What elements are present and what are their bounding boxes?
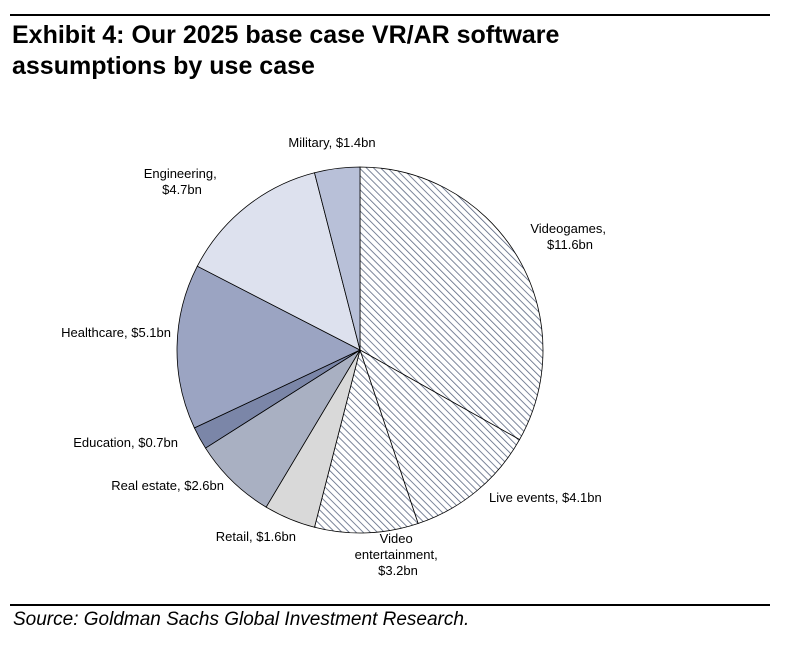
slice-label: Healthcare, $5.1bn xyxy=(61,325,171,340)
slice-label: Real estate, $2.6bn xyxy=(111,478,224,493)
label-line: Engineering, xyxy=(144,166,221,181)
slice-label: Live events, $4.1bn xyxy=(489,490,602,505)
source-note: Source: Goldman Sachs Global Investment … xyxy=(13,609,470,630)
label-line: Military, $1.4bn xyxy=(288,135,375,150)
label-line: Education, $0.7bn xyxy=(73,435,178,450)
pie-slice xyxy=(314,348,419,534)
chart-title: Exhibit 4: Our 2025 base case VR/AR soft… xyxy=(12,21,560,80)
pie-slice xyxy=(314,166,361,351)
label-line: $11.6bn xyxy=(547,237,593,252)
slice-label: Education, $0.7bn xyxy=(73,435,178,450)
slice-label: Video entertainment, $3.2bn xyxy=(355,531,442,578)
pie-slice xyxy=(196,172,361,351)
pie-slice xyxy=(176,265,361,429)
label-line: Retail, $1.6bn xyxy=(216,529,296,544)
label-line: Video xyxy=(380,531,417,546)
label-line: Live events, $4.1bn xyxy=(489,490,602,505)
pie-slice xyxy=(359,349,521,525)
label-line: $3.2bn xyxy=(378,563,418,578)
top-rule xyxy=(10,14,770,16)
label-line: Videogames, xyxy=(530,221,609,236)
bottom-rule xyxy=(10,604,770,606)
label-line: Healthcare, $5.1bn xyxy=(61,325,171,340)
slice-label: Videogames, $11.6bn xyxy=(530,221,609,252)
slice-label: Retail, $1.6bn xyxy=(216,529,296,544)
slice-label: Engineering, $4.7bn xyxy=(144,166,221,197)
label-line: $4.7bn xyxy=(162,182,202,197)
slice-label: Military, $1.4bn xyxy=(288,135,375,150)
label-line: entertainment, xyxy=(355,547,442,562)
pie-slice xyxy=(359,166,544,441)
label-line: Real estate, $2.6bn xyxy=(111,478,224,493)
